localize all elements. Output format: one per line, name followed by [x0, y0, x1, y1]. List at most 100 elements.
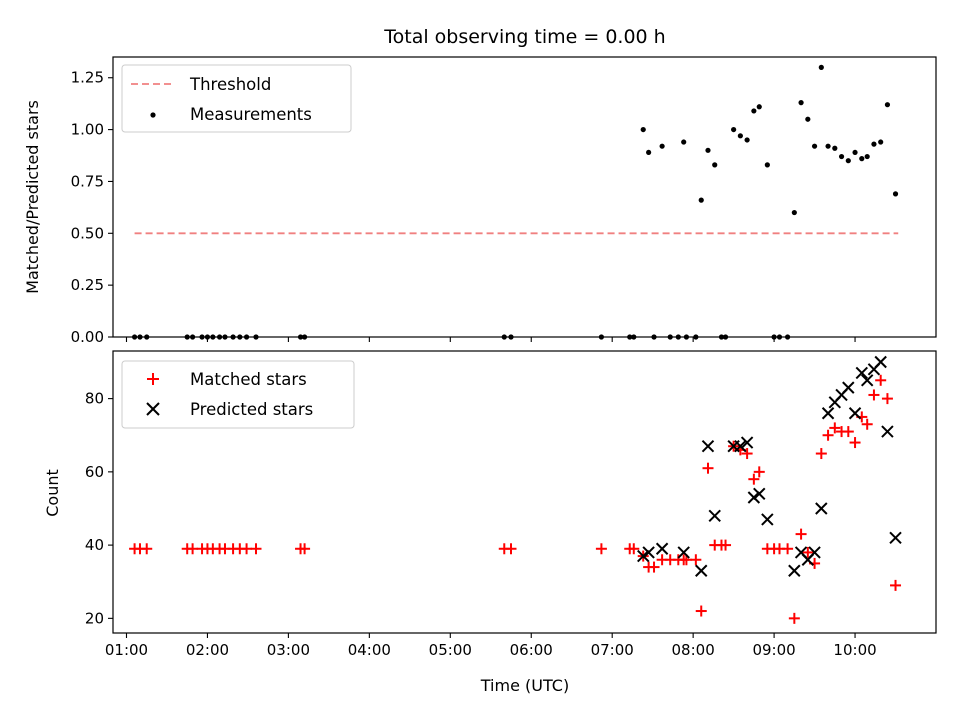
measurement-point [705, 147, 711, 153]
bottom-y-tick-label: 40 [85, 536, 104, 554]
legend-matched-marker [147, 373, 159, 385]
predicted-star-point [753, 487, 766, 501]
matched-star-point [299, 543, 311, 555]
matched-star-point [648, 561, 660, 573]
matched-star-point [849, 437, 861, 449]
measurement-point [805, 116, 811, 122]
predicted-star-point [708, 509, 721, 523]
measurement-point [659, 143, 665, 149]
bottom-x-tick-label: 09:00 [752, 641, 795, 659]
bottom-x-tick-label: 01:00 [105, 641, 148, 659]
matched-star-point [822, 429, 834, 441]
measurement-point [832, 145, 838, 151]
predicted-star-point [695, 564, 708, 577]
matched-star-point [141, 543, 153, 555]
bottom-x-tick-label: 02:00 [186, 641, 229, 659]
bottom-x-tick-label: 08:00 [672, 641, 715, 659]
predicted-star-point [855, 366, 869, 380]
measurement-point [871, 141, 877, 147]
predicted-star-point [740, 436, 754, 449]
measurement-point [818, 64, 824, 70]
predicted-star-point [747, 491, 761, 504]
measurement-point [737, 133, 743, 139]
predicted-star-point [788, 564, 801, 577]
measurement-point [744, 137, 750, 143]
bottom-legend-box [121, 360, 355, 429]
predicted-star-point [881, 425, 894, 438]
matched-star-point [741, 448, 753, 460]
top-y-ticks: 0.00 0.25 0.50 0.75 1.00 1.25 [71, 69, 113, 346]
measurement-point [712, 162, 718, 168]
measurement-point [864, 153, 870, 160]
matched-star-point [815, 448, 827, 460]
measurement-point [731, 126, 737, 133]
matched-star-point [795, 528, 807, 540]
top-y-tick-label: 0.75 [71, 172, 104, 190]
measurement-point [892, 191, 899, 197]
predicted-star-point [734, 440, 747, 453]
bottom-x-tick-label: 05:00 [429, 641, 472, 659]
predicted-star-point [761, 513, 774, 526]
bottom-plot-area [129, 355, 902, 624]
predicted-star-point [874, 355, 887, 369]
measurement-point [859, 156, 865, 162]
matched-star-point [890, 579, 902, 591]
matched-star-point [690, 554, 702, 566]
matched-star-point [702, 462, 714, 474]
matched-star-point [720, 539, 732, 551]
top-y-tick-label: 1.00 [71, 121, 104, 139]
bottom-y-tick-label: 20 [85, 609, 104, 627]
measurement-point [764, 162, 770, 168]
measurement-point [878, 139, 884, 145]
measurement-point [698, 197, 704, 203]
measurement-point [791, 209, 797, 216]
matched-star-point [595, 543, 607, 555]
bottom-x-tick-label: 10:00 [833, 641, 876, 659]
measurement-point [646, 149, 652, 156]
matched-star-point [782, 543, 794, 555]
predicted-star-point [701, 440, 715, 453]
predicted-star-point [655, 542, 669, 555]
top-y-tick-label: 0.25 [71, 276, 104, 294]
matched-star-point [842, 426, 854, 438]
legend-predicted-marker [146, 402, 160, 416]
bottom-y-axis-label: Count [43, 469, 62, 517]
legend-predicted-label: Predicted stars [190, 400, 313, 419]
top-axes-frame [112, 56, 937, 338]
bottom-x-tick-label: 04:00 [348, 641, 391, 659]
top-y-tick-label: 0.00 [71, 328, 104, 346]
measurement-point [811, 143, 818, 149]
bottom-y-tick-label: 80 [85, 390, 104, 408]
predicted-star-point [860, 374, 874, 387]
matched-star-point [881, 393, 893, 405]
top-legend-box [121, 64, 352, 133]
measurement-point [852, 149, 858, 156]
bottom-x-ticks: 01:00 02:00 03:00 04:00 05:00 06:00 07:00 08:00… [105, 633, 877, 659]
chart-title: Total observing time = 0.00 h [383, 26, 665, 48]
matched-star-point [829, 422, 841, 434]
matched-star-point [187, 543, 199, 555]
predicted-star-point [677, 546, 690, 559]
predicted-star-point [842, 381, 855, 394]
bottom-x-axis-label: Time (UTC) [480, 676, 569, 695]
top-legend: Threshold Measurements [121, 64, 352, 133]
predicted-star-point [808, 546, 821, 559]
bottom-axes-frame [112, 350, 937, 634]
measurement-point [884, 102, 891, 108]
matched-star-point [875, 374, 887, 386]
matched-star-point [753, 466, 765, 478]
top-y-axis-label: Matched/Predicted stars [23, 100, 42, 294]
bottom-y-tick-label: 60 [85, 463, 104, 481]
top-y-tick-label: 0.50 [71, 224, 104, 242]
legend-matched-label: Matched stars [190, 370, 307, 389]
bottom-x-tick-label: 03:00 [267, 641, 310, 659]
legend-measurements-label: Measurements [190, 105, 312, 124]
top-x-ticks [125, 337, 856, 342]
measurement-point [845, 158, 851, 164]
matched-star-point [788, 612, 800, 624]
legend-threshold-label: Threshold [189, 75, 271, 94]
predicted-star-point [889, 531, 902, 544]
measurement-point [838, 153, 845, 160]
